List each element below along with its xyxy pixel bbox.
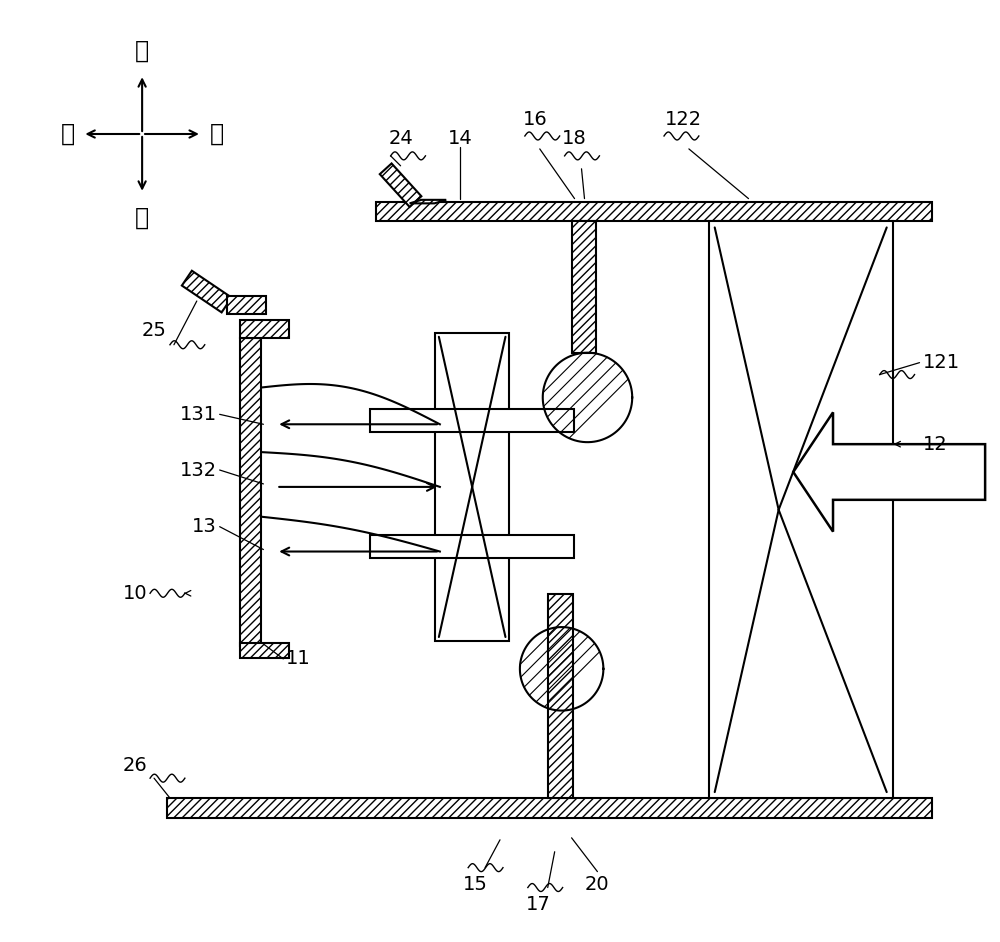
- Text: 20: 20: [585, 875, 610, 894]
- Text: 15: 15: [463, 875, 488, 894]
- Text: 11: 11: [286, 649, 311, 669]
- Bar: [376, 202, 932, 221]
- Text: 后: 后: [60, 122, 75, 146]
- Text: 12: 12: [922, 434, 947, 454]
- Text: 14: 14: [448, 129, 473, 149]
- Bar: [572, 221, 596, 352]
- Text: 下: 下: [135, 205, 149, 230]
- Text: 前: 前: [210, 122, 224, 146]
- Polygon shape: [380, 164, 421, 207]
- Bar: [370, 535, 574, 559]
- Text: 10: 10: [122, 584, 147, 603]
- Bar: [370, 409, 574, 432]
- Bar: [240, 338, 261, 646]
- Text: 25: 25: [142, 321, 167, 340]
- Text: 24: 24: [388, 129, 413, 149]
- Polygon shape: [410, 200, 446, 203]
- Text: 17: 17: [525, 895, 550, 914]
- Bar: [709, 221, 893, 798]
- Bar: [435, 333, 509, 641]
- Bar: [240, 320, 289, 338]
- Polygon shape: [182, 270, 232, 313]
- Text: 16: 16: [522, 109, 547, 129]
- Text: 131: 131: [180, 405, 217, 424]
- Text: 13: 13: [192, 517, 217, 536]
- Text: 26: 26: [122, 755, 147, 774]
- Text: 121: 121: [922, 353, 960, 372]
- Bar: [548, 594, 573, 798]
- Text: 18: 18: [562, 129, 587, 149]
- Text: 上: 上: [135, 39, 149, 62]
- Text: 132: 132: [180, 461, 217, 479]
- Polygon shape: [793, 413, 985, 531]
- Bar: [240, 643, 289, 658]
- Polygon shape: [227, 296, 266, 314]
- Text: 122: 122: [665, 109, 702, 129]
- Bar: [167, 798, 932, 818]
